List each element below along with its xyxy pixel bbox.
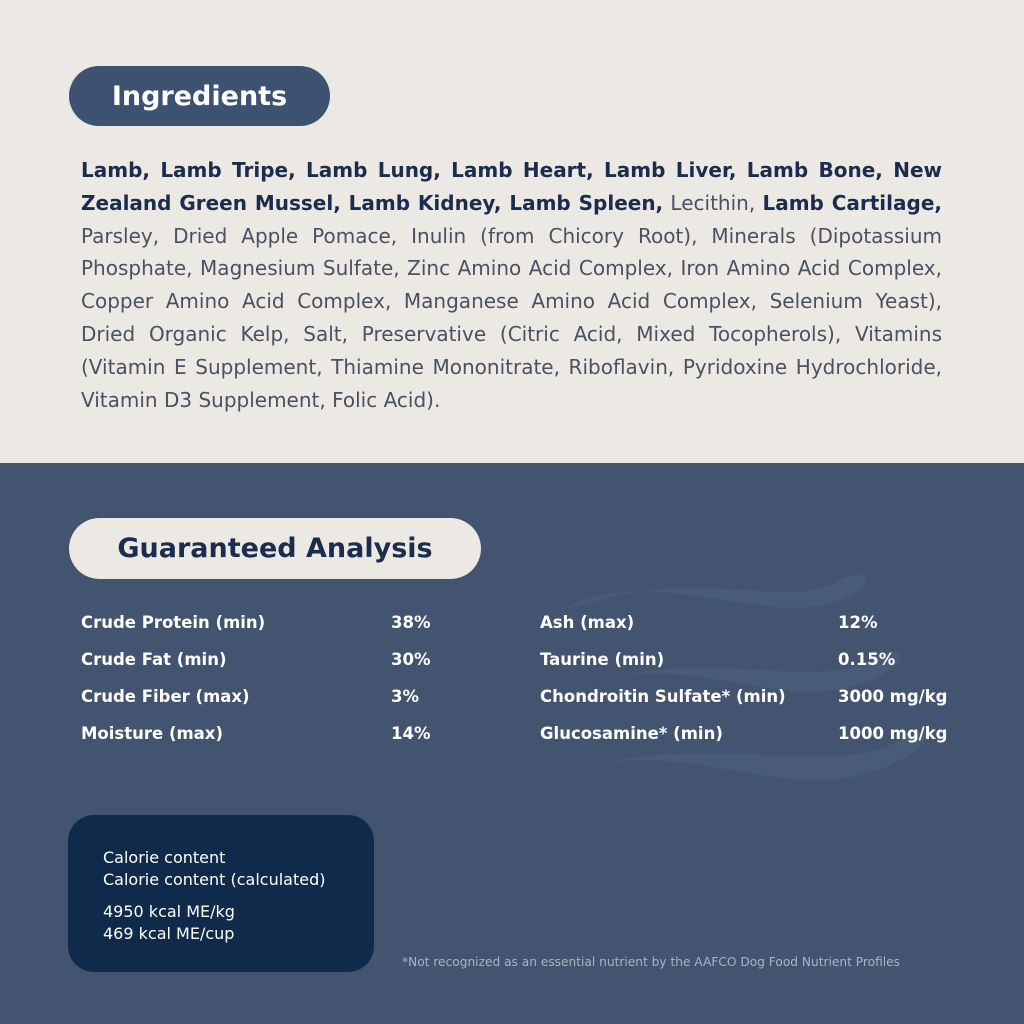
- ingredient-segment: Parsley, Dried Apple Pomace, Inulin (fro…: [81, 223, 942, 412]
- ingredients-text: Lamb, Lamb Tripe, Lamb Lung, Lamb Heart,…: [81, 154, 942, 416]
- nutrient-label: Crude Protein (min): [81, 613, 266, 632]
- nutrient-label: Moisture (max): [81, 724, 223, 743]
- nutrient-value: 38%: [391, 613, 431, 632]
- wave-decoration: [560, 574, 927, 780]
- ingredients-title: Ingredients: [69, 66, 330, 126]
- ingredient-segment: Lamb Cartilage,: [762, 190, 942, 215]
- nutrient-label: Glucosamine* (min): [540, 724, 723, 743]
- ingredient-segment: Lecithin,: [670, 190, 756, 215]
- calorie-label: Calorie content: [103, 848, 226, 867]
- nutrient-value: 3%: [391, 687, 420, 706]
- nutrient-label: Crude Fat (min): [81, 650, 227, 669]
- footnote: *Not recognized as an essential nutrient…: [402, 955, 901, 969]
- nutrient-label: Ash (max): [540, 613, 635, 632]
- nutrient-value: 30%: [391, 650, 431, 669]
- calorie-value: 469 kcal ME/cup: [103, 924, 235, 943]
- nutrient-value: 12%: [838, 613, 878, 632]
- calorie-box: Calorie content Calorie content (calculat…: [68, 815, 374, 972]
- nutrient-value: 1000 mg/kg: [838, 724, 948, 743]
- analysis-title: Guaranteed Analysis: [69, 518, 481, 579]
- nutrient-label: Chondroitin Sulfate* (min): [540, 687, 786, 706]
- nutrient-value: 14%: [391, 724, 431, 743]
- nutrient-label: Taurine (min): [540, 650, 665, 669]
- nutrient-label: Crude Fiber (max): [81, 687, 250, 706]
- nutrient-value: 3000 mg/kg: [838, 687, 948, 706]
- calorie-label: Calorie content (calculated): [103, 870, 326, 889]
- calorie-value: 4950 kcal ME/kg: [103, 902, 235, 921]
- ingredient-segment: Lamb, Lamb Tripe, Lamb Lung, Lamb Heart,…: [81, 158, 942, 215]
- nutrient-value: 0.15%: [838, 650, 896, 669]
